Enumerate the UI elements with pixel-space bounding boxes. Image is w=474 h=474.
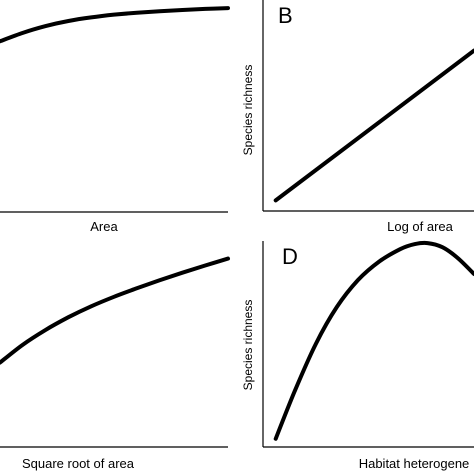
panel-c-xlabel: Square root of area [22, 456, 135, 471]
panel-b-xlabel: Log of area [387, 219, 454, 234]
panel-c-curve [0, 256, 230, 365]
panel-b: B Species richness Log of area [241, 0, 474, 234]
panel-d: D Species richness Habitat heterogene [241, 240, 474, 471]
panel-d-label: D [282, 244, 298, 269]
panel-d-ylabel: Species richness [241, 300, 255, 391]
panel-b-ylabel: Species richness [241, 65, 255, 156]
panel-d-curve [273, 240, 474, 441]
panel-d-xlabel: Habitat heterogene [359, 456, 470, 471]
panel-a-xlabel: Area [90, 219, 118, 234]
panel-b-curve [273, 48, 474, 203]
panel-c: Square root of area [0, 256, 230, 471]
panel-b-label: B [278, 3, 293, 28]
panel-a-curve [0, 6, 230, 44]
panel-a: Area [0, 6, 230, 234]
